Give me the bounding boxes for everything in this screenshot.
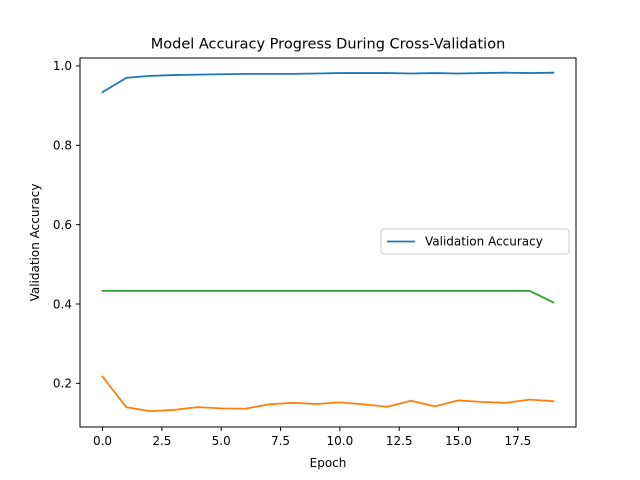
x-tick-label: 17.5 bbox=[504, 434, 531, 448]
x-axis-label: Epoch bbox=[310, 456, 347, 470]
legend-box bbox=[380, 228, 570, 255]
x-tick-label: 15.0 bbox=[445, 434, 472, 448]
series-line-2 bbox=[101, 375, 555, 413]
x-tick-label: 5.0 bbox=[212, 434, 231, 448]
x-tick-label: 12.5 bbox=[386, 434, 413, 448]
series-line-1 bbox=[101, 71, 555, 94]
legend-label-validation-accuracy: Validation Accuracy bbox=[425, 235, 543, 249]
x-tick-label: 10.0 bbox=[327, 434, 354, 448]
x-axis: 0.0 2.5 5.0 7.5 10.0 12.5 15.0 17.5 bbox=[93, 427, 531, 448]
y-tick-label: 0.8 bbox=[53, 139, 72, 153]
y-axis: 0.2 0.4 0.6 0.8 1.0 bbox=[53, 59, 80, 391]
series-line-3 bbox=[101, 290, 555, 304]
chart-title: Model Accuracy Progress During Cross-Val… bbox=[151, 37, 506, 53]
plot-lines bbox=[101, 71, 555, 413]
y-tick-label: 0.6 bbox=[53, 218, 72, 232]
plot-frame bbox=[79, 57, 577, 428]
legend: Validation Accuracy bbox=[380, 228, 570, 255]
y-tick-label: 1.0 bbox=[53, 59, 72, 73]
x-tick-label: 0.0 bbox=[93, 434, 112, 448]
x-tick-label: 2.5 bbox=[152, 434, 171, 448]
y-axis-label: Validation Accuracy bbox=[28, 184, 42, 302]
x-tick-label: 7.5 bbox=[271, 434, 290, 448]
y-tick-label: 0.4 bbox=[53, 297, 72, 311]
y-tick-label: 0.2 bbox=[53, 377, 72, 391]
